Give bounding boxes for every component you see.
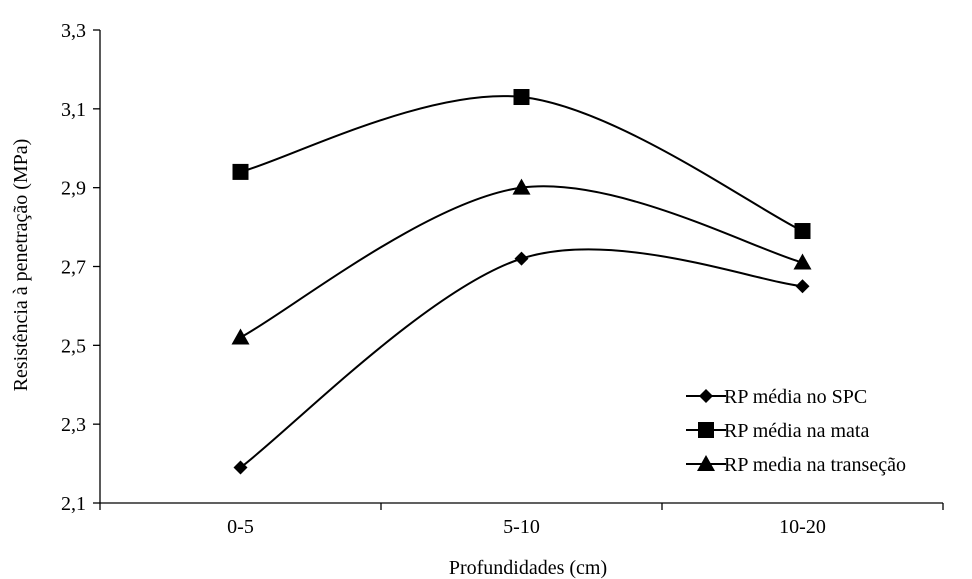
x-tick-label: 0-5	[227, 516, 254, 538]
y-tick-label: 2,5	[61, 335, 86, 357]
y-tick-label: 3,1	[61, 99, 86, 121]
data-point-square	[232, 163, 249, 180]
data-point-triangle	[231, 328, 250, 345]
series-square	[232, 89, 811, 240]
data-point-square	[794, 223, 811, 240]
data-point-diamond	[699, 389, 713, 403]
series-triangle	[231, 178, 812, 345]
x-axis-title: Profundidades (cm)	[449, 557, 607, 579]
data-point-triangle	[793, 253, 812, 270]
axes: 2,1 2,3 2,5 2,7 2,9 3,1 3,3 0-5 5-10 10-20	[61, 20, 944, 538]
legend: RP média no SPC RP média na mata RP media …	[686, 386, 906, 476]
data-point-diamond	[795, 279, 810, 294]
legend-label: RP media na transeção	[724, 454, 906, 476]
legend-label: RP média na mata	[724, 420, 869, 442]
legend-item: RP media na transeção	[686, 454, 906, 476]
y-tick-label: 3,3	[61, 20, 86, 42]
data-point-square	[698, 422, 714, 438]
series-diamond	[233, 248, 810, 475]
series-layer	[231, 89, 812, 475]
y-tick-label: 2,3	[61, 414, 86, 436]
legend-item: RP média no SPC	[686, 386, 867, 408]
y-tick-label: 2,1	[61, 493, 86, 515]
legend-label: RP média no SPC	[724, 386, 867, 408]
x-tick-label: 5-10	[503, 516, 540, 538]
legend-item: RP média na mata	[686, 420, 869, 442]
series-line	[240, 95, 803, 232]
data-point-square	[513, 89, 530, 106]
y-tick-label: 2,9	[61, 178, 86, 200]
data-point-diamond	[514, 251, 529, 266]
x-tick-label: 10-20	[779, 516, 826, 538]
y-axis-title: Resistência à penetração (MPa)	[10, 139, 32, 392]
y-tick-label: 2,7	[61, 257, 86, 279]
data-point-triangle	[697, 455, 715, 471]
data-point-triangle	[512, 178, 531, 195]
data-point-diamond	[233, 460, 248, 475]
